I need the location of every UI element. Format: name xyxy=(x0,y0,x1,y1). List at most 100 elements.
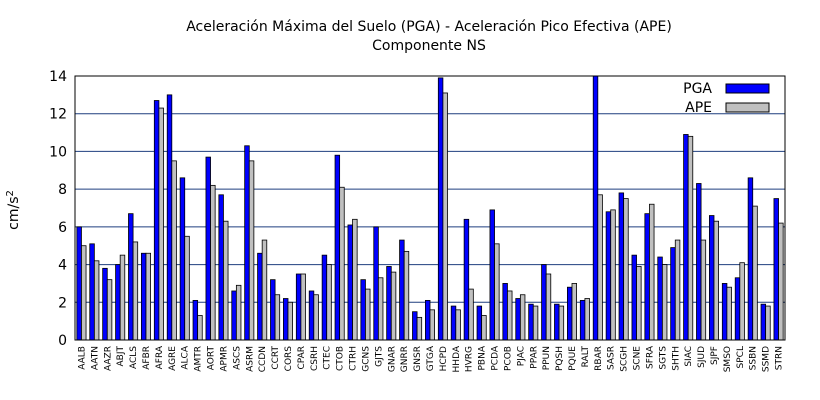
bar-ape-afbr xyxy=(145,252,151,341)
legend-swatch-ape xyxy=(725,102,770,113)
bar-pga-ppar xyxy=(528,303,534,341)
bar-pga-gnar xyxy=(386,266,392,341)
x-tick-label: CCDN xyxy=(258,346,268,372)
x-tick-label: AFRA xyxy=(155,345,165,369)
bar-ape-scne xyxy=(636,266,642,341)
x-tick-label: HCPD xyxy=(439,346,449,371)
bar-pga-sasr xyxy=(605,211,612,341)
bar-pga-pqsh xyxy=(554,303,560,341)
bar-ape-spcl xyxy=(739,262,745,341)
x-tick-label: PBNA xyxy=(478,345,488,370)
bar-pga-aort xyxy=(205,156,211,341)
bar-ape-sgts xyxy=(661,264,668,341)
bar-ape-shth xyxy=(674,239,681,341)
bar-ape-agre xyxy=(171,160,177,341)
bar-ape-amtr xyxy=(197,315,203,341)
bar-pga-afra xyxy=(153,100,160,341)
x-tick-label: CTEC xyxy=(323,346,333,370)
x-tick-label: STRN xyxy=(775,346,785,370)
x-tick-label: CCRT xyxy=(271,346,281,370)
x-tick-label: SIAC xyxy=(684,346,694,367)
bar-pga-hvrg xyxy=(463,218,470,341)
bar-ape-gcns xyxy=(365,288,371,341)
x-tick-label: AMTR xyxy=(194,346,204,372)
bar-ape-cors xyxy=(287,301,293,341)
bar-pga-gcns xyxy=(360,279,366,341)
x-tick-label: CTRH xyxy=(349,346,359,371)
x-tick-label: GNAR xyxy=(387,346,397,372)
legend-label-pga: PGA xyxy=(683,81,712,97)
x-tick-label: ALCA xyxy=(181,345,191,369)
chart-subtitle: Componente NS xyxy=(372,38,486,54)
x-tick-label: PQSH xyxy=(555,346,565,371)
bar-ape-csrh xyxy=(313,294,319,341)
bar-pga-pbna xyxy=(476,305,483,341)
legend-swatch-pga xyxy=(725,83,770,94)
chart-title: Aceleración Máxima del Suelo (PGA) - Ace… xyxy=(186,19,672,35)
bar-ape-asrm xyxy=(248,160,255,341)
bar-pga-scne xyxy=(631,254,637,341)
bar-ape-gtga xyxy=(429,309,435,341)
bar-ape-sjud xyxy=(700,239,707,341)
bar-pga-sfra xyxy=(644,213,650,341)
x-tick-label: AORT xyxy=(207,346,217,371)
bar-ape-pcda xyxy=(494,243,500,341)
bar-pga-hhda xyxy=(450,305,457,341)
bar-ape-gnar xyxy=(390,271,397,341)
bar-pga-cpar xyxy=(295,273,302,341)
bar-ape-smso xyxy=(726,286,732,341)
bar-pga-ralt xyxy=(579,299,586,341)
plot-border xyxy=(74,75,786,341)
bar-pga-ssmd xyxy=(760,303,767,341)
bar-pga-aatn xyxy=(89,243,95,341)
x-tick-label: GNSR xyxy=(413,346,423,372)
bar-pga-sgts xyxy=(657,256,663,341)
bar-ape-rbar xyxy=(597,194,603,341)
bar-pga-hcpd xyxy=(437,77,444,341)
bar-pga-strn xyxy=(773,198,779,341)
bar-ape-sfra xyxy=(649,203,655,341)
x-tick-label: GJTS xyxy=(374,346,384,367)
bar-ape-ccdn xyxy=(261,239,268,341)
bar-ape-gnsr xyxy=(416,316,423,341)
bar-ape-ppun xyxy=(545,273,552,341)
x-tick-label: SMSO xyxy=(723,346,733,372)
bar-pga-scgh xyxy=(618,192,625,341)
bar-pga-gnrr xyxy=(399,239,405,341)
x-tick-label: PPUN xyxy=(542,346,552,370)
bar-pga-ccrt xyxy=(270,279,276,341)
x-tick-label: ASCS xyxy=(232,346,242,370)
bar-pga-cors xyxy=(282,298,289,341)
bar-ape-siac xyxy=(687,135,694,341)
x-tick-label: SCNE xyxy=(633,346,643,371)
x-tick-label: HHDA xyxy=(452,345,462,372)
y-axis-label: cm/s2 xyxy=(5,190,22,230)
x-tick-label: SPCL xyxy=(736,346,746,368)
x-tick-label: AGRE xyxy=(168,346,178,371)
y-tick-label: 4 xyxy=(58,258,67,274)
y-tick-label: 2 xyxy=(58,295,67,311)
x-tick-label: RALT xyxy=(581,346,591,368)
bar-ape-ctob xyxy=(339,186,345,341)
bar-pga-ctob xyxy=(334,154,341,341)
bar-pga-alca xyxy=(179,177,186,341)
x-tick-label: AFBR xyxy=(142,346,152,370)
bar-ape-gjts xyxy=(377,277,384,341)
bar-ape-aatn xyxy=(93,260,100,341)
bar-pga-apmr xyxy=(218,194,224,341)
bar-ape-cpar xyxy=(300,273,306,341)
bar-pga-sjud xyxy=(696,183,702,341)
bar-ape-aort xyxy=(210,184,216,341)
y-tick-label: 8 xyxy=(58,182,67,198)
bar-pga-pjac xyxy=(515,298,521,341)
x-tick-label: SSMD xyxy=(762,346,772,372)
bar-pga-sjpf xyxy=(709,215,715,341)
x-tick-label: GNRR xyxy=(400,346,410,372)
x-tick-label: SFRA xyxy=(645,345,655,369)
x-tick-label: CPAR xyxy=(297,346,307,370)
x-tick-label: RBAR xyxy=(594,346,604,371)
legend: PGA APE xyxy=(683,81,770,116)
bar-ape-gnrr xyxy=(403,250,410,341)
